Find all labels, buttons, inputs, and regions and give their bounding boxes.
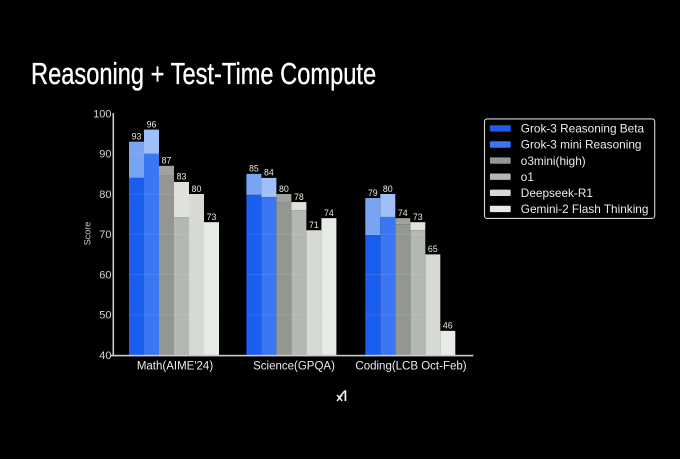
svg-text:80: 80 <box>383 184 393 194</box>
svg-text:40: 40 <box>99 350 111 362</box>
svg-text:79: 79 <box>368 188 378 198</box>
svg-text:Grok-3 mini Reasoning: Grok-3 mini Reasoning <box>521 138 642 152</box>
svg-text:73: 73 <box>207 212 217 222</box>
svg-text:65: 65 <box>428 244 438 254</box>
svg-text:73: 73 <box>413 212 423 222</box>
svg-text:78: 78 <box>294 192 304 202</box>
svg-text:85: 85 <box>249 164 259 174</box>
svg-text:90: 90 <box>99 149 111 161</box>
svg-text:87: 87 <box>162 156 172 166</box>
svg-text:o3mini(high): o3mini(high) <box>521 154 586 168</box>
svg-text:93: 93 <box>132 131 142 141</box>
svg-text:Deepseek-R1: Deepseek-R1 <box>521 186 593 200</box>
svg-text:80: 80 <box>192 184 202 194</box>
svg-text:70: 70 <box>99 229 111 241</box>
svg-text:46: 46 <box>443 321 453 331</box>
svg-text:84: 84 <box>264 168 274 178</box>
svg-text:o1: o1 <box>521 170 534 184</box>
svg-text:Gemini-2 Flash Thinking: Gemini-2 Flash Thinking <box>521 202 649 216</box>
svg-text:96: 96 <box>147 119 157 129</box>
svg-text:74: 74 <box>324 208 334 218</box>
svg-text:74: 74 <box>398 208 408 218</box>
svg-text:100: 100 <box>93 108 111 120</box>
svg-text:60: 60 <box>99 269 111 281</box>
svg-text:80: 80 <box>279 184 289 194</box>
svg-text:71: 71 <box>309 220 319 230</box>
svg-text:83: 83 <box>177 172 187 182</box>
svg-text:Science(GPQA): Science(GPQA) <box>253 361 335 373</box>
svg-text:Coding(LCB Oct-Feb): Coding(LCB Oct-Feb) <box>355 361 466 373</box>
svg-text:Score: Score <box>83 222 93 246</box>
svg-text:80: 80 <box>99 189 111 201</box>
svg-text:50: 50 <box>99 310 111 322</box>
svg-text:Math(AIME'24): Math(AIME'24) <box>137 361 213 373</box>
svg-text:Grok-3 Reasoning Beta: Grok-3 Reasoning Beta <box>521 122 645 136</box>
